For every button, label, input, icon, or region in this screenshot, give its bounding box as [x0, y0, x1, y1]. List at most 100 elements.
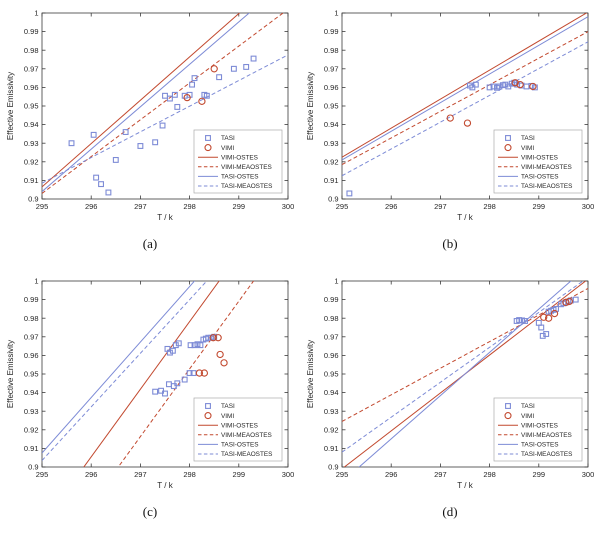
legend-label: TASI-OSTES — [221, 442, 259, 449]
svg-text:0.96: 0.96 — [324, 83, 339, 92]
legend-label: VIMI-MEAOSTES — [521, 164, 572, 171]
svg-text:0.92: 0.92 — [24, 157, 39, 166]
svg-text:295: 295 — [36, 470, 49, 479]
fit-lines — [342, 281, 588, 467]
svg-text:0.91: 0.91 — [24, 176, 39, 185]
svg-text:297: 297 — [434, 202, 447, 211]
y-axis-label: Effective Emissivity — [306, 340, 315, 408]
chart-b: 295 296 297 298 299 300 0.9 0.91 0.92 0.93 0.94 0.9… — [306, 9, 595, 222]
legend: TASI VIMI VIMI-OSTES VIMI-MEAOSTES TASI-OSTE… — [193, 129, 283, 194]
subplot-caption-c: (c) — [142, 504, 158, 519]
svg-text:0.91: 0.91 — [24, 444, 39, 453]
svg-text:0.92: 0.92 — [24, 425, 39, 434]
legend-label: VIMI-MEAOSTES — [221, 432, 272, 439]
subplot-caption-a: (a) — [142, 236, 158, 251]
axes: 295 296 297 298 299 300 0.9 0.91 0.92 0.93 0.94 0.9… — [6, 9, 294, 222]
svg-text:298: 298 — [483, 202, 496, 211]
svg-text:0.95: 0.95 — [24, 102, 39, 111]
svg-text:1: 1 — [34, 277, 38, 286]
svg-text:0.98: 0.98 — [24, 46, 39, 55]
svg-text:0.96: 0.96 — [324, 351, 339, 360]
svg-text:0.9: 0.9 — [28, 463, 38, 472]
svg-text:0.98: 0.98 — [24, 314, 39, 323]
svg-text:0.99: 0.99 — [324, 295, 339, 304]
svg-text:0.94: 0.94 — [324, 388, 339, 397]
legend-label: TASI-OSTES — [221, 174, 259, 181]
fit-line-vimi-ostes — [42, 13, 241, 188]
legend-label: TASI-OSTES — [521, 442, 559, 449]
chart-c: 295 296 297 298 299 300 0.9 0.91 0.92 0.93 0.94 0.9… — [6, 277, 295, 490]
fit-lines — [342, 13, 588, 177]
x-axis-label: T / k — [157, 213, 173, 222]
svg-text:296: 296 — [385, 470, 398, 479]
fit-line-tasi-ostes — [358, 281, 572, 467]
legend-label: VIMI-MEAOSTES — [521, 432, 572, 439]
subplot-caption-b: (b) — [442, 236, 458, 251]
y-axis-label: Effective Emissivity — [306, 72, 315, 140]
legend-label: VIMI — [221, 145, 234, 152]
svg-text:1: 1 — [334, 9, 338, 18]
fit-line-tasi-meaostes — [42, 54, 288, 184]
subplot-c: 295 296 297 298 299 300 0.9 0.91 0.92 0.93 0.94 0.9… — [0, 268, 300, 536]
fit-line-tasi-ostes — [342, 16, 588, 161]
legend-label: VIMI-OSTES — [521, 422, 558, 429]
svg-text:0.97: 0.97 — [24, 64, 39, 73]
fit-lines — [42, 281, 255, 467]
legend-label: VIMI-MEAOSTES — [221, 164, 272, 171]
svg-text:0.92: 0.92 — [324, 425, 339, 434]
legend-label: VIMI — [521, 413, 534, 420]
svg-text:0.93: 0.93 — [24, 407, 39, 416]
svg-text:296: 296 — [85, 470, 98, 479]
y-axis-label: Effective Emissivity — [6, 340, 15, 408]
svg-text:300: 300 — [282, 470, 295, 479]
legend-label: VIMI — [521, 145, 534, 152]
fit-line-tasi-ostes — [42, 281, 196, 454]
svg-text:299: 299 — [233, 470, 246, 479]
legend-label: VIMI-OSTES — [221, 422, 258, 429]
svg-text:297: 297 — [434, 470, 447, 479]
subplot-caption-d: (d) — [442, 504, 458, 519]
subplot-d: 295 296 297 298 299 300 0.9 0.91 0.92 0.93 0.94 0.9… — [300, 268, 600, 536]
x-axis-label: T / k — [457, 481, 473, 490]
svg-text:298: 298 — [483, 470, 496, 479]
legend-label: TASI — [521, 403, 535, 410]
chart-a: 295 296 297 298 299 300 0.9 0.91 0.92 0.93 0.94 0.9… — [6, 9, 294, 222]
svg-text:295: 295 — [36, 202, 49, 211]
legend-label: TASI — [521, 135, 535, 142]
svg-text:300: 300 — [582, 202, 595, 211]
subplot-a: 295 296 297 298 299 300 0.9 0.91 0.92 0.93 0.94 0.9… — [0, 0, 300, 268]
svg-text:0.99: 0.99 — [24, 295, 39, 304]
svg-text:0.97: 0.97 — [324, 332, 339, 341]
fit-lines — [42, 13, 288, 194]
svg-text:0.99: 0.99 — [24, 27, 39, 36]
svg-text:1: 1 — [334, 277, 338, 286]
series-tasi — [68, 55, 257, 196]
svg-text:0.94: 0.94 — [24, 388, 39, 397]
fit-line-tasi-meaostes — [42, 281, 208, 461]
svg-text:0.9: 0.9 — [28, 195, 38, 204]
svg-text:0.94: 0.94 — [24, 120, 39, 129]
svg-text:0.94: 0.94 — [324, 120, 339, 129]
svg-text:0.92: 0.92 — [324, 157, 339, 166]
series-vimi — [195, 334, 228, 377]
fit-line-vimi-meaostes — [342, 288, 588, 422]
legend: TASI VIMI VIMI-OSTES VIMI-MEAOSTES TASI-OSTE… — [493, 397, 583, 462]
x-axis-label: T / k — [157, 481, 173, 490]
legend-label: TASI-MEAOSTES — [221, 183, 272, 190]
svg-text:0.99: 0.99 — [324, 27, 339, 36]
svg-text:300: 300 — [282, 202, 295, 211]
svg-text:300: 300 — [582, 470, 595, 479]
subplot-b: 295 296 297 298 299 300 0.9 0.91 0.92 0.93 0.94 0.9… — [300, 0, 600, 268]
fit-line-vimi-ostes — [83, 281, 220, 467]
svg-text:0.9: 0.9 — [328, 195, 338, 204]
series-tasi — [152, 333, 218, 397]
fit-line-vimi-meaostes — [342, 31, 588, 166]
svg-text:0.95: 0.95 — [324, 370, 339, 379]
svg-text:295: 295 — [336, 470, 349, 479]
y-axis-label: Effective Emissivity — [6, 72, 15, 140]
series-vimi — [183, 65, 218, 105]
svg-text:297: 297 — [134, 202, 147, 211]
legend-label: TASI — [221, 403, 235, 410]
svg-text:299: 299 — [233, 202, 246, 211]
